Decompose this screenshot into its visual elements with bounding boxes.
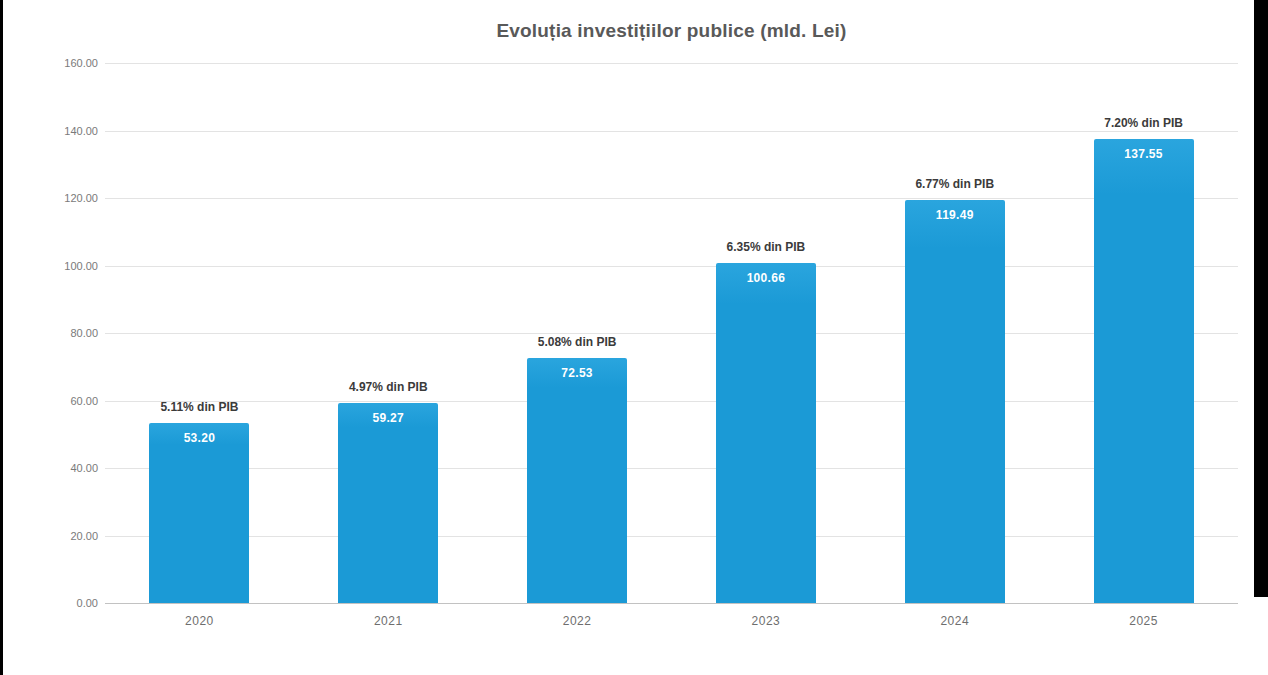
bar-2022: 72.53	[527, 358, 627, 603]
y-axis-tick-label: 120.00	[26, 193, 98, 204]
x-axis-line	[105, 603, 1238, 604]
y-axis-tick-label: 160.00	[26, 58, 98, 69]
bar-2023: 100.66	[716, 263, 816, 603]
gridline-40.00	[105, 468, 1238, 469]
bar-annotation-pct-pib: 7.20% din PIB	[1054, 116, 1234, 130]
bar-annotation-pct-pib: 6.77% din PIB	[865, 177, 1045, 191]
gridline-140.00	[105, 131, 1238, 132]
bar-2021: 59.27	[338, 403, 438, 603]
x-axis-category-label: 2020	[109, 614, 289, 628]
bar-value-label: 59.27	[338, 411, 438, 425]
gridline-160.00	[105, 63, 1238, 64]
gridline-80.00	[105, 333, 1238, 334]
gridline-20.00	[105, 536, 1238, 537]
bar-2020: 53.20	[149, 423, 249, 603]
y-axis-tick-label: 140.00	[26, 126, 98, 137]
bar-2025: 137.55	[1094, 139, 1194, 603]
x-axis-category-label: 2021	[298, 614, 478, 628]
bar-value-label: 72.53	[527, 366, 627, 380]
bar-annotation-pct-pib: 4.97% din PIB	[298, 380, 478, 394]
bar-value-label: 119.49	[905, 208, 1005, 222]
bar-chart-plot-area: 0.00 20.00 40.00 60.00 80.00 100.00 120.00 140.…	[0, 0, 1268, 675]
y-axis-tick-label: 100.00	[26, 261, 98, 272]
bar-value-label: 137.55	[1094, 147, 1194, 161]
x-axis-category-label: 2023	[676, 614, 856, 628]
chart-screenshot: Evoluția investițiilor publice (mld. Lei…	[0, 0, 1268, 675]
x-axis-category-label: 2024	[865, 614, 1045, 628]
y-axis-tick-label: 80.00	[26, 328, 98, 339]
gridline-120.00	[105, 198, 1238, 199]
y-axis-tick-label: 20.00	[26, 531, 98, 542]
y-axis-tick-label: 40.00	[26, 463, 98, 474]
x-axis-category-label: 2025	[1054, 614, 1234, 628]
bar-2024: 119.49	[905, 200, 1005, 603]
x-axis-category-label: 2022	[487, 614, 667, 628]
bar-annotation-pct-pib: 6.35% din PIB	[676, 240, 856, 254]
bar-value-label: 53.20	[149, 431, 249, 445]
gridline-100.00	[105, 266, 1238, 267]
bar-value-label: 100.66	[716, 271, 816, 285]
bar-annotation-pct-pib: 5.11% din PIB	[109, 400, 289, 414]
y-axis-tick-label: 60.00	[26, 396, 98, 407]
y-axis-tick-label: 0.00	[26, 598, 98, 609]
bar-annotation-pct-pib: 5.08% din PIB	[487, 335, 667, 349]
